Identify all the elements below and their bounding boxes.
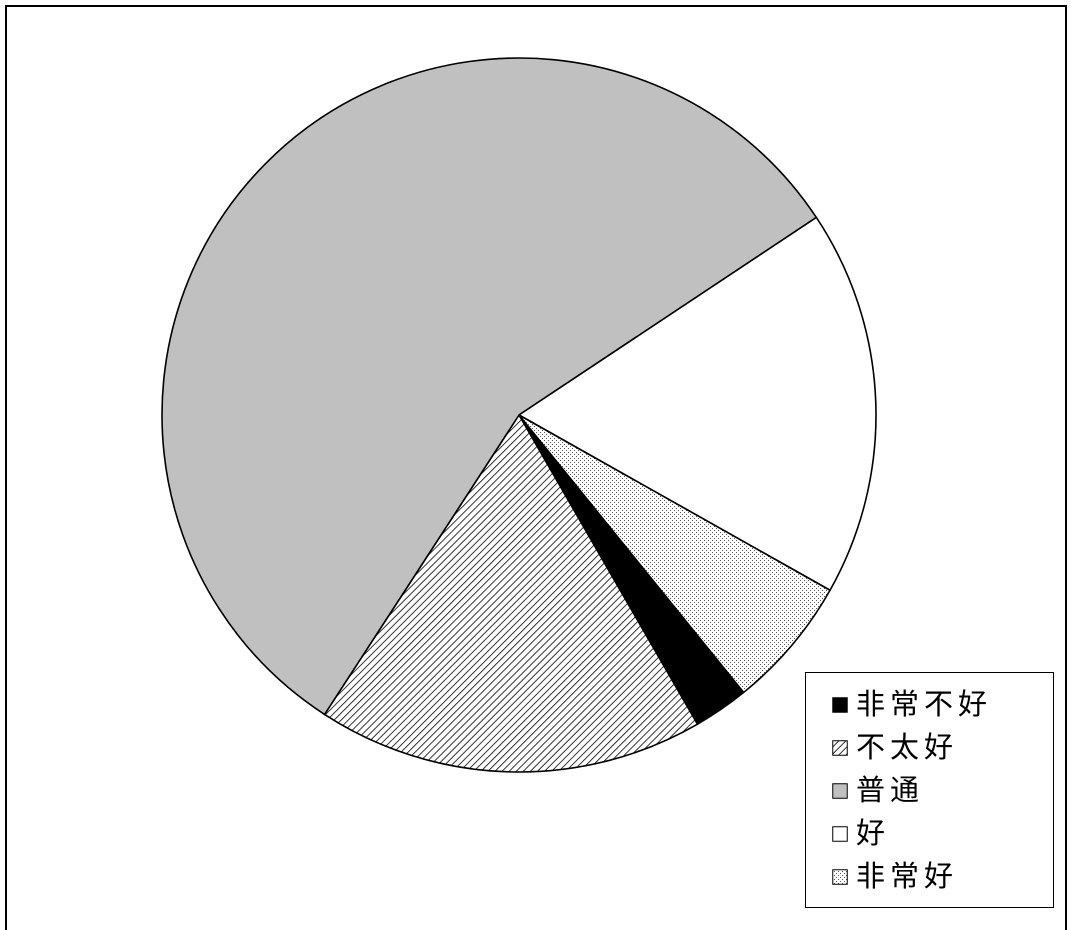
chart-frame <box>5 5 1067 930</box>
legend-swatch <box>832 868 848 885</box>
legend-item: 非常不好 <box>806 683 1053 726</box>
pie-slice-4 <box>518 414 831 694</box>
legend-item: 普通 <box>806 769 1053 812</box>
legend-label: 非常不好 <box>856 687 993 721</box>
pie-slice-2 <box>161 57 818 716</box>
legend-swatch <box>832 825 848 842</box>
legend-label: 好 <box>856 816 891 850</box>
legend-swatch <box>832 696 848 713</box>
legend-swatch <box>832 782 848 799</box>
legend-item: 好 <box>806 812 1053 855</box>
pie-slice-3 <box>518 216 877 592</box>
legend-swatch <box>832 739 848 756</box>
pie-slices <box>161 57 877 773</box>
pie-slice-1 <box>323 414 699 773</box>
legend: 非常不好不太好普通好非常好 <box>805 672 1054 908</box>
legend-label: 普通 <box>856 773 925 807</box>
legend-item: 非常好 <box>806 855 1053 898</box>
legend-label: 非常好 <box>856 859 959 893</box>
legend-label: 不太好 <box>856 730 959 764</box>
legend-item: 不太好 <box>806 726 1053 769</box>
